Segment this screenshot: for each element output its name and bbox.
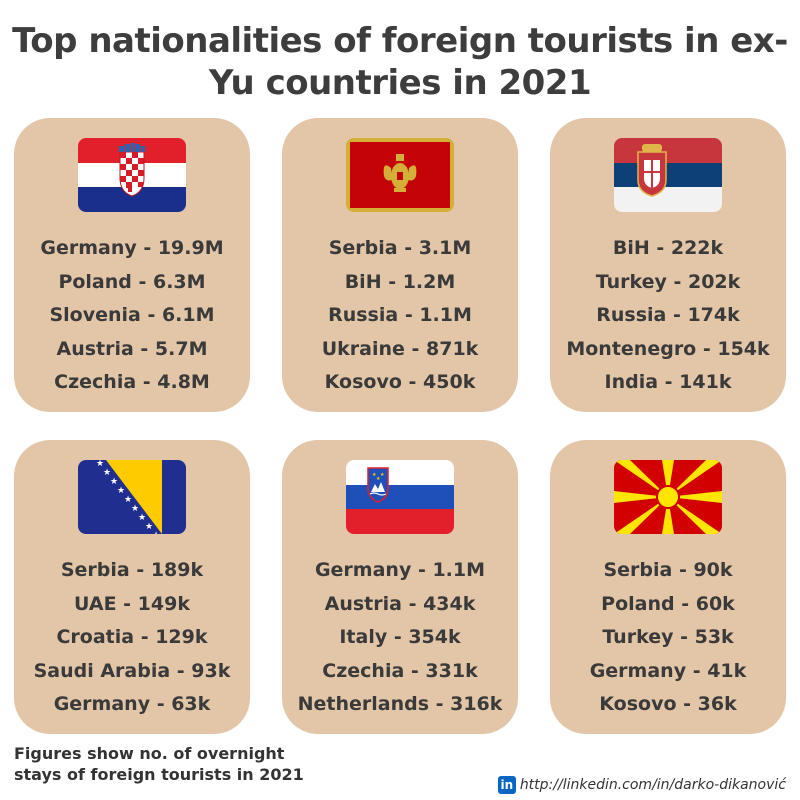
- svg-text:★: ★: [117, 486, 125, 496]
- list-item: Serbia - 189k: [60, 559, 204, 581]
- list-item: BiH - 1.2M: [344, 270, 456, 293]
- list-item: UAE - 149k: [74, 592, 190, 615]
- footnote-line: Figures show no. of overnight: [14, 744, 285, 763]
- list-item: Russia - 1.1M: [328, 304, 472, 326]
- svg-text:★: ★: [96, 460, 104, 469]
- svg-text:★: ★: [376, 476, 381, 482]
- footnote-line: stays of foreign tourists in 2021: [14, 765, 304, 784]
- svg-text:★: ★: [372, 472, 377, 478]
- list-item: Russia - 174k: [596, 304, 740, 326]
- list-item: Montenegro - 154k: [566, 337, 770, 360]
- list-item: Germany - 41k: [589, 659, 747, 682]
- list-item: Kosovo - 36k: [599, 693, 737, 715]
- north-macedonia-flag-icon: [614, 460, 722, 534]
- list-item: Slovenia - 6.1M: [49, 304, 215, 326]
- list-item: Italy - 354k: [339, 626, 461, 648]
- list-item: Germany - 1.1M: [314, 559, 486, 581]
- nationality-list: Serbia - 189k UAE - 149k Croatia - 129k …: [14, 554, 250, 722]
- svg-text:★: ★: [138, 513, 146, 523]
- list-item: Germany - 63k: [53, 693, 211, 715]
- list-item: Turkey - 53k: [602, 626, 734, 648]
- list-item: Turkey - 202k: [595, 270, 741, 293]
- list-item: Germany - 19.9M: [40, 237, 224, 259]
- page-title: Top nationalities of foreign tourists in…: [12, 21, 788, 103]
- slovenia-flag-icon: ★ ★ ★: [346, 460, 454, 534]
- country-card-montenegro: Serbia - 3.1M BiH - 1.2M Russia - 1.1M U…: [282, 118, 518, 412]
- list-item: Poland - 60k: [601, 592, 735, 615]
- list-item: Austria - 5.7M: [56, 337, 208, 360]
- list-item: Czechia - 4.8M: [54, 371, 210, 393]
- country-card-slovenia: ★ ★ ★ Germany - 1.1M Austria - 434k Italy …: [282, 440, 518, 734]
- list-item: Poland - 6.3M: [58, 270, 206, 293]
- nationality-list: Serbia - 3.1M BiH - 1.2M Russia - 1.1M U…: [282, 232, 518, 400]
- croatia-flag-icon: [78, 138, 186, 212]
- list-item: Kosovo - 450k: [324, 371, 476, 393]
- list-item: Netherlands - 316k: [297, 693, 503, 715]
- svg-text:★: ★: [103, 468, 111, 478]
- list-item: BiH - 222k: [612, 237, 724, 259]
- serbia-flag-icon: [614, 138, 722, 212]
- list-item: Ukraine - 871k: [321, 337, 479, 360]
- list-item: Czechia - 331k: [322, 659, 478, 682]
- montenegro-flag-icon: [346, 138, 454, 212]
- author-link[interactable]: http://linkedin.com/in/darko-dikanović: [519, 777, 786, 793]
- nationality-list: BiH - 222k Turkey - 202k Russia - 174k M…: [550, 232, 786, 400]
- nationality-list: Serbia - 90k Poland - 60k Turkey - 53k G…: [550, 554, 786, 722]
- svg-text:★: ★: [145, 522, 153, 532]
- country-card-serbia: BiH - 222k Turkey - 202k Russia - 174k M…: [550, 118, 786, 412]
- bosnia-flag-icon: ★ ★ ★ ★ ★ ★ ★ ★ ★: [78, 460, 186, 534]
- country-card-north-macedonia: Serbia - 90k Poland - 60k Turkey - 53k G…: [550, 440, 786, 734]
- svg-text:★: ★: [131, 504, 139, 514]
- footnote: Figures show no. of overnight stays of f…: [14, 743, 344, 785]
- list-item: India - 141k: [604, 371, 732, 393]
- list-item: Austria - 434k: [324, 592, 476, 615]
- svg-text:★: ★: [380, 472, 385, 478]
- list-item: Croatia - 129k: [56, 626, 208, 648]
- nationality-list: Germany - 1.1M Austria - 434k Italy - 35…: [282, 554, 518, 722]
- list-item: Serbia - 90k: [603, 559, 733, 581]
- svg-text:★: ★: [124, 495, 132, 505]
- linkedin-icon: in: [497, 776, 516, 794]
- author-credit[interactable]: in http://linkedin.com/in/darko-dikanovi…: [497, 774, 786, 796]
- country-card-bosnia: ★ ★ ★ ★ ★ ★ ★ ★ ★ Serbia - 189k UAE - 14…: [14, 440, 250, 734]
- nationality-list: Germany - 19.9M Poland - 6.3M Slovenia -…: [14, 232, 250, 400]
- country-card-croatia: Germany - 19.9M Poland - 6.3M Slovenia -…: [14, 118, 250, 412]
- svg-text:★: ★: [110, 477, 118, 487]
- svg-text:★: ★: [152, 531, 160, 534]
- list-item: Saudi Arabia - 93k: [33, 659, 231, 682]
- list-item: Serbia - 3.1M: [328, 237, 472, 259]
